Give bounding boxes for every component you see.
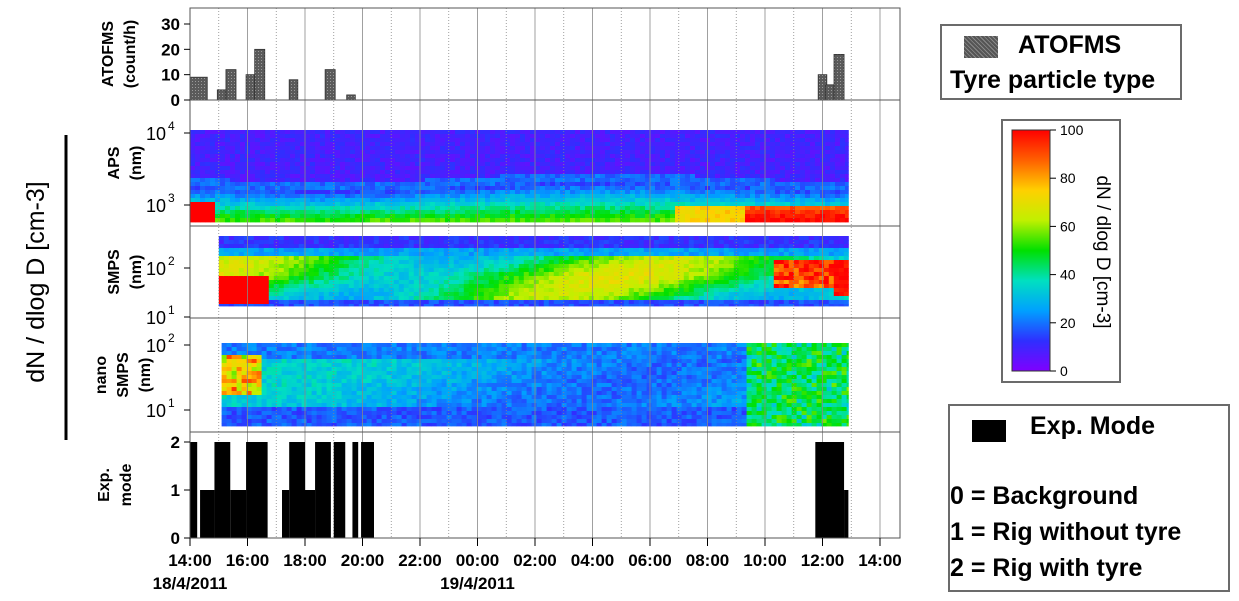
colorbar-tick-label: 80 <box>1060 170 1076 186</box>
atofms-ytick-label: 10 <box>161 66 180 85</box>
group-label: dN / dlog D [cm-3] <box>22 181 50 382</box>
atofms-legend-label: ATOFMS <box>1018 31 1121 60</box>
aps-ytick-exponent: 4 <box>168 119 175 133</box>
atofms-legend: ATOFMS Tyre particle type <box>940 24 1182 100</box>
exp-mode-legend: Exp. Mode 0 = Background 1 = Rig without… <box>948 404 1230 592</box>
atofms-ytick-label: 30 <box>161 15 180 34</box>
exp-mode-legend-title: Exp. Mode <box>1030 412 1155 441</box>
exp-mode-bar <box>246 442 268 538</box>
exp-mode-item-2: 2 = Rig with tyre <box>950 554 1142 583</box>
exp-mode-bar <box>361 442 374 538</box>
exp-mode-legend-swatch <box>972 420 1006 442</box>
colorbar-label: dN / dlog D [cm-3] <box>1092 175 1113 328</box>
exp-ytick-label: 2 <box>171 433 180 452</box>
atofms-bar <box>226 70 236 100</box>
aps-ytick-label: 10 <box>146 196 166 216</box>
colorbar-tick-label: 20 <box>1060 315 1076 331</box>
atofms-ylabel: ATOFMS <box>100 21 117 87</box>
x-tick-label: 14:00 <box>858 551 901 570</box>
atofms-bar <box>289 80 298 100</box>
nano-ytick-exponent: 1 <box>168 396 175 410</box>
nano-ytick-exponent: 2 <box>168 331 175 345</box>
smps-ylabel: SMPS <box>106 249 123 295</box>
heatmap-layer <box>190 130 849 426</box>
exp-ylabel: mode <box>118 464 135 507</box>
x-tick-label: 12:00 <box>801 551 844 570</box>
atofms-bar <box>825 85 834 100</box>
exp-mode-bar <box>844 490 848 538</box>
nano-ylabel: nano <box>93 356 110 394</box>
atofms-bar <box>246 75 255 100</box>
exp-ytick-label: 1 <box>171 481 180 500</box>
aps-ytick-label: 10 <box>146 124 166 144</box>
exp-mode-bar <box>289 442 305 538</box>
heatmap-aps <box>190 130 849 222</box>
x-tick-label: 18:00 <box>283 551 326 570</box>
nano-ytick-label: 10 <box>146 336 166 356</box>
exp-mode-bar <box>190 442 197 538</box>
exp-mode-bar <box>200 490 214 538</box>
exp-mode-bar <box>315 442 331 538</box>
x-tick-label: 10:00 <box>743 551 786 570</box>
atofms-bar <box>347 95 356 100</box>
smps-ytick-exponent: 2 <box>168 254 175 268</box>
aps-ylabel: APS <box>106 146 123 179</box>
atofms-bar <box>217 90 226 100</box>
smps-ytick-label: 10 <box>146 308 166 328</box>
date-label: 18/4/2011 <box>153 574 228 593</box>
nano-ylabel: (nm) <box>137 358 154 393</box>
x-tick-label: 04:00 <box>571 551 614 570</box>
exp-mode-item-0: 0 = Background <box>950 482 1138 511</box>
x-tick-label: 08:00 <box>686 551 729 570</box>
atofms-bar <box>325 70 335 100</box>
heatmap-smps <box>219 236 849 306</box>
x-tick-label: 02:00 <box>513 551 556 570</box>
atofms-ylabel: (count/h) <box>122 20 139 88</box>
atofms-ytick-label: 20 <box>161 40 180 59</box>
x-tick-label: 20:00 <box>341 551 384 570</box>
colorbar-tick-label: 60 <box>1060 218 1076 234</box>
x-tick-label: 14:00 <box>168 551 211 570</box>
exp-mode-bar <box>352 442 358 538</box>
atofms-legend-swatch <box>964 36 998 58</box>
colorbar-tick-label: 40 <box>1060 267 1076 283</box>
nano-ytick-label: 10 <box>146 401 166 421</box>
colorbar-ramp <box>1012 130 1050 371</box>
date-label: 19/4/2011 <box>440 574 515 593</box>
x-tick-label: 16:00 <box>226 551 269 570</box>
exp-mode-bar <box>815 442 844 538</box>
atofms-bar <box>255 49 265 100</box>
exp-mode-bar <box>230 490 246 538</box>
exp-ytick-label: 0 <box>171 529 180 548</box>
exp-ylabel: Exp. <box>96 468 113 502</box>
colorbar: 0 20 40 60 80 100 dN / dlog D [cm-3] <box>1002 120 1120 382</box>
exp-mode-item-1: 1 = Rig without tyre <box>950 518 1181 547</box>
smps-ylabel: (nm) <box>128 255 145 290</box>
atofms-legend-sublabel: Tyre particle type <box>950 66 1155 95</box>
colorbar-tick-label: 100 <box>1060 122 1084 138</box>
x-tick-label: 06:00 <box>628 551 671 570</box>
exp-mode-bar <box>305 490 315 538</box>
atofms-ytick-label: 0 <box>171 91 180 110</box>
colorbar-tick-label: 0 <box>1060 363 1068 379</box>
exp-mode-bar <box>282 490 289 538</box>
atofms-bar <box>190 77 207 100</box>
aps-ylabel: (nm) <box>128 146 145 181</box>
atofms-bar <box>834 54 844 100</box>
aps-ytick-exponent: 3 <box>168 191 175 205</box>
nano-ylabel: SMPS <box>115 352 132 398</box>
exp-mode-bar <box>214 442 230 538</box>
exp-mode-bar <box>334 442 346 538</box>
smps-ytick-exponent: 1 <box>168 303 175 317</box>
smps-ytick-label: 10 <box>146 259 166 279</box>
x-tick-label: 00:00 <box>456 551 499 570</box>
x-tick-label: 22:00 <box>398 551 441 570</box>
